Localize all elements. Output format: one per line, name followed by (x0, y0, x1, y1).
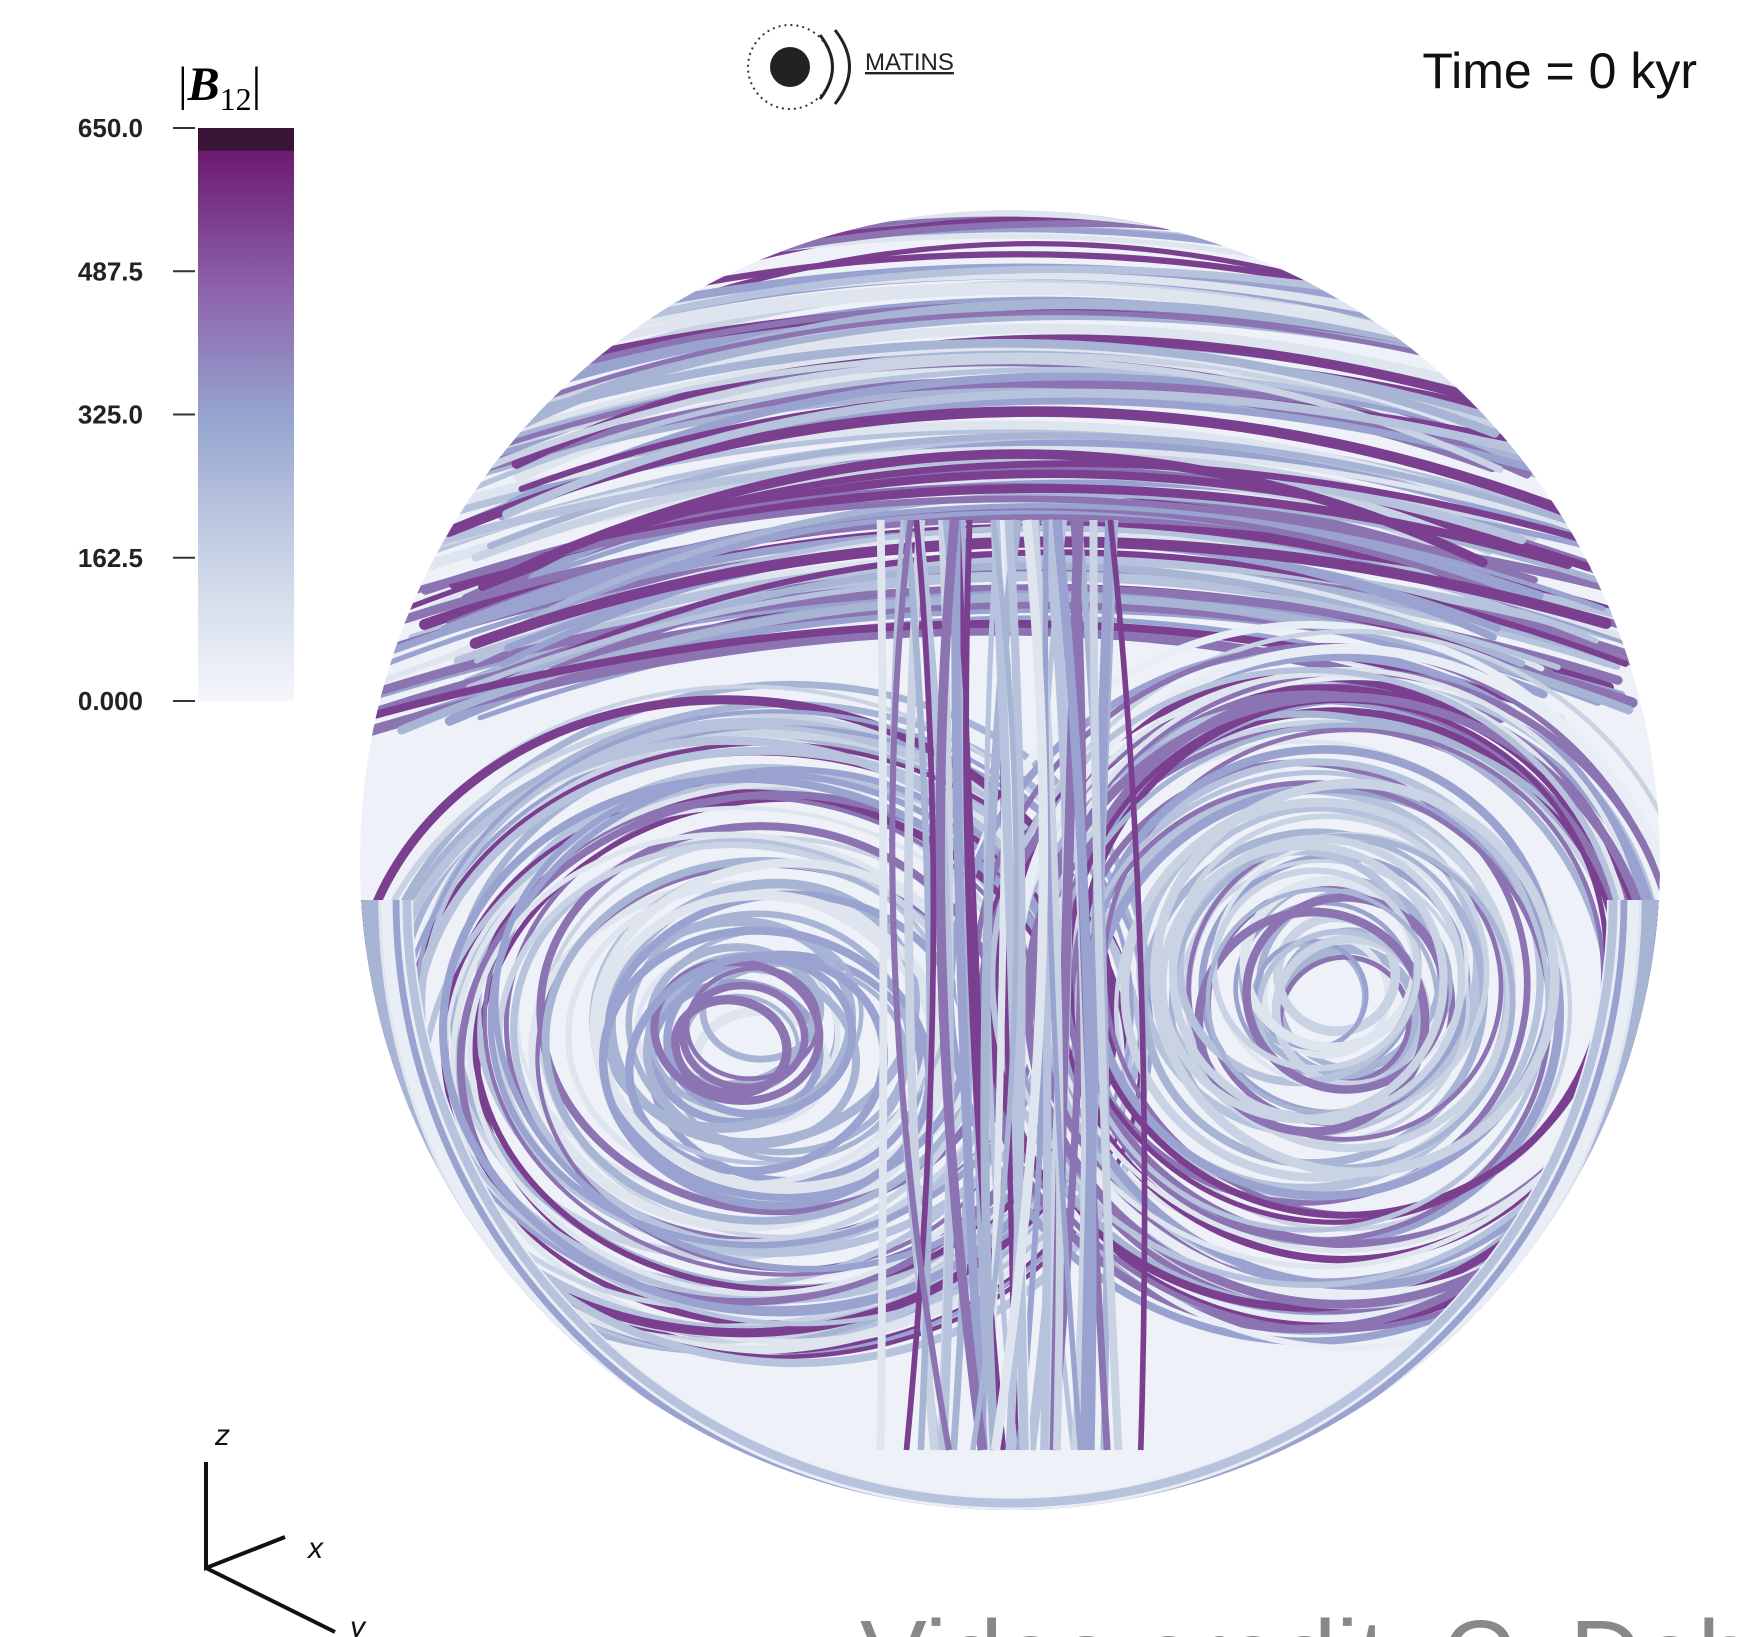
colorbar-tick-label: 162.5 (78, 543, 143, 573)
logo-text: MATINS (865, 49, 954, 76)
logo-icon (770, 47, 810, 87)
axis-y-label: y (348, 1611, 367, 1637)
colorbar-tick-label: 0.000 (78, 686, 143, 716)
colorbar-tick-label: 325.0 (78, 400, 143, 430)
axis-x-label: x (306, 1532, 324, 1565)
axis-z-label: z (214, 1419, 230, 1452)
streamlines (292, 210, 1750, 1549)
logo-arcs (820, 30, 850, 104)
colorbar-tick-label: 487.5 (78, 256, 143, 286)
caption: Video credit: C. Dehman (860, 1600, 1750, 1637)
colorbar-title: |B12| (178, 58, 261, 117)
logo: MATINS (748, 25, 954, 109)
colorbar: 650.0 487.5 325.0 162.5 0.000 (78, 113, 294, 716)
colorbar-gradient (198, 128, 294, 701)
colorbar-symbol: B (187, 58, 220, 111)
streamline (881, 520, 884, 1450)
page: {"colorbar": {"label_symbol": "B", "labe… (0, 0, 1750, 1637)
colorbar-subscript: 12 (220, 81, 252, 117)
time-label: Time = 0 kyr (1422, 43, 1697, 99)
colorbar-tick-label: 650.0 (78, 113, 143, 143)
visualization: 650.0 487.5 325.0 162.5 0.000 |B12| MATINS T… (0, 0, 1750, 1637)
